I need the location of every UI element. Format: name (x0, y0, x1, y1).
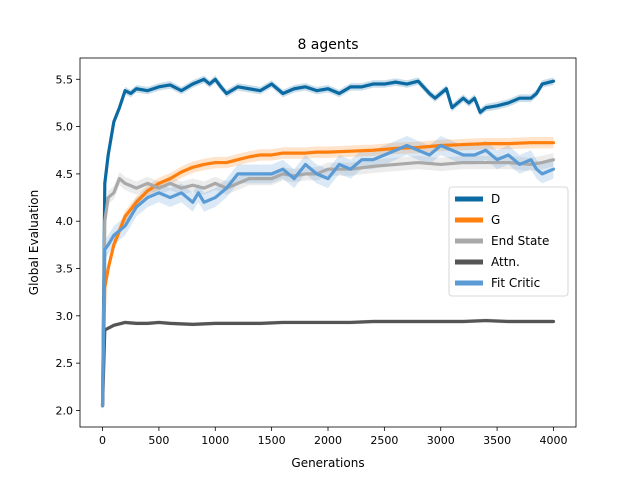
confidence-bands (102, 75, 554, 416)
y-tick-label: 4.5 (56, 168, 74, 181)
x-tick-label: 3000 (427, 434, 455, 447)
legend-label-2: End State (491, 234, 549, 248)
y-tick-label: 2.0 (56, 404, 74, 417)
x-axis: 0 500 1000 1500 2000 2500 3000 3500 4000 (99, 427, 567, 447)
legend-label-3: Attn. (491, 255, 520, 269)
band-series-3 (102, 318, 554, 408)
y-tick-label: 2.5 (56, 357, 74, 370)
y-axis-label: Global Evaluation (27, 190, 41, 295)
y-axis: 2.0 2.5 3.0 3.5 4.0 4.5 5.0 5.5 (56, 73, 80, 417)
y-tick-label: 3.5 (56, 263, 74, 276)
legend-box (448, 186, 569, 297)
chart-title: 8 agents (297, 37, 358, 53)
x-tick-label: 2500 (370, 434, 398, 447)
x-tick-label: 1500 (258, 434, 286, 447)
legend-label-4: Fit Critic (491, 276, 540, 290)
band-series-2 (102, 153, 554, 413)
line-series-4 (100, 143, 556, 408)
band-series-4 (102, 136, 554, 416)
line-series-3 (100, 318, 556, 408)
y-tick-label: 3.0 (56, 310, 74, 323)
y-tick-label: 5.0 (56, 121, 74, 134)
x-tick-label: 2000 (314, 434, 342, 447)
legend-label-1: G (491, 213, 500, 227)
legend-label-0: D (491, 192, 500, 206)
y-tick-label: 4.0 (56, 215, 74, 228)
x-tick-label: 0 (99, 434, 106, 447)
x-axis-label: Generations (291, 456, 364, 470)
x-tick-label: 500 (148, 434, 169, 447)
y-tick-label: 5.5 (56, 73, 74, 86)
line-series-2 (100, 158, 556, 408)
line-series-0 (100, 77, 556, 408)
legend: DG End State Attn. Fit Critic (448, 186, 569, 297)
x-tick-label: 3500 (483, 434, 511, 447)
line-series-1 (100, 141, 556, 408)
x-tick-label: 1000 (201, 434, 229, 447)
x-tick-label: 4000 (539, 434, 567, 447)
series-lines (100, 77, 556, 408)
